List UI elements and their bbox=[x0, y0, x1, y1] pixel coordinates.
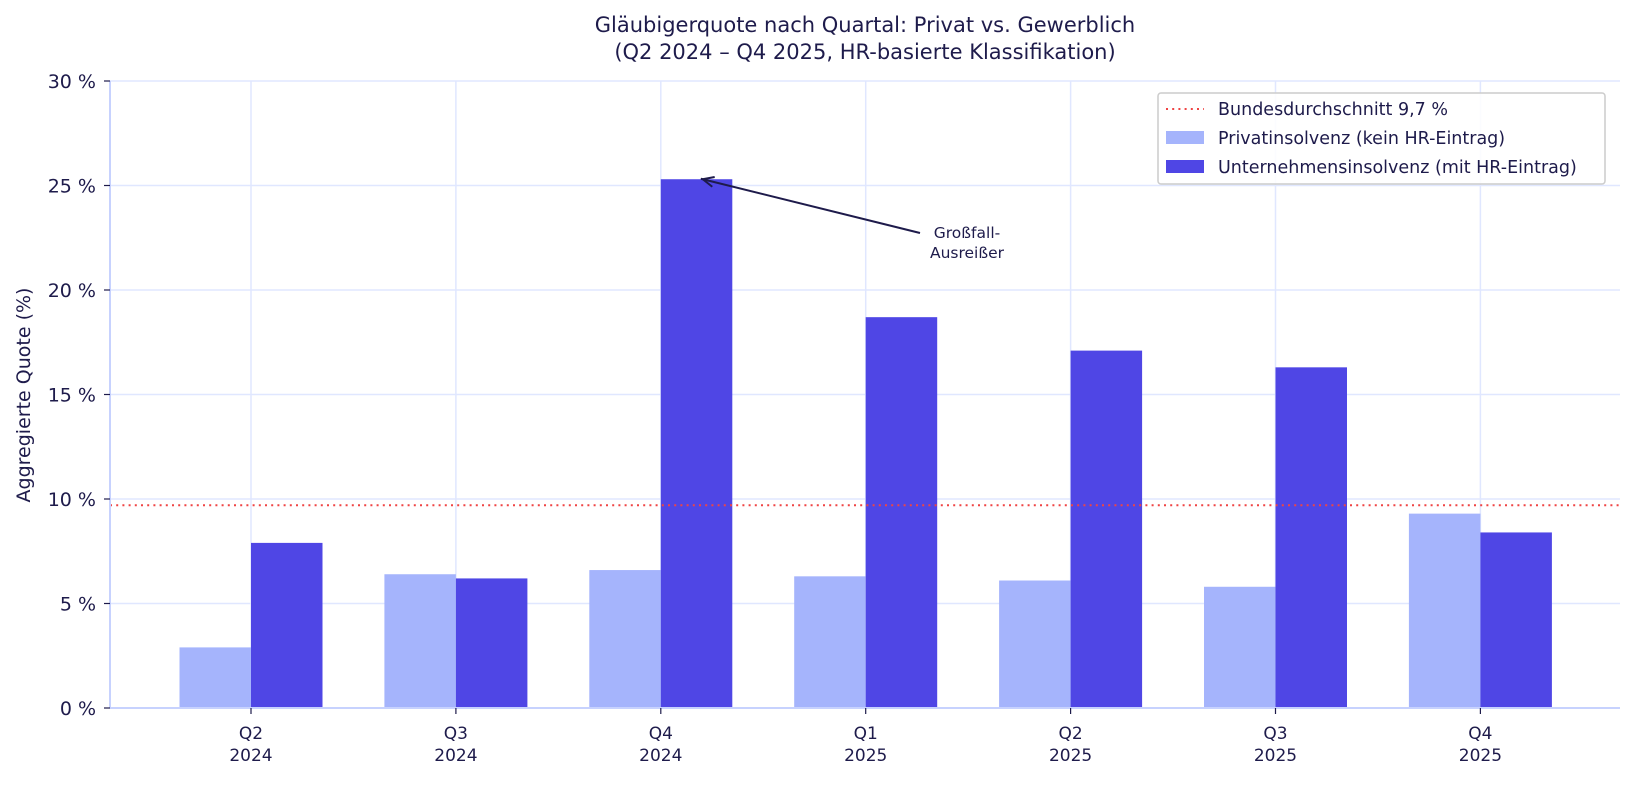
bars bbox=[179, 179, 1552, 709]
y-tick-label: 30 % bbox=[48, 71, 96, 93]
x-tick-label-year: 2025 bbox=[1049, 746, 1092, 766]
legend-swatch-icon bbox=[1166, 160, 1204, 173]
y-tick-label: 10 % bbox=[48, 489, 96, 511]
legend-label-series: Unternehmensinsolvenz (mit HR-Eintrag) bbox=[1218, 158, 1577, 178]
bar-privatinsolvenz bbox=[1408, 513, 1481, 708]
legend: Bundesdurchschnitt 9,7 % Privatinsolvenz … bbox=[1157, 92, 1606, 185]
annotation-text: Großfall- bbox=[934, 224, 1000, 242]
chart-subtitle: (Q2 2024 – Q4 2025, HR-basierte Klassifi… bbox=[614, 40, 1115, 64]
chart-title: Gläubigerquote nach Quartal: Privat vs. … bbox=[595, 13, 1135, 64]
bar-privatinsolvenz bbox=[999, 580, 1071, 708]
bar-privatinsolvenz bbox=[1204, 586, 1276, 708]
bar-unternehmensinsolvenz bbox=[1480, 532, 1552, 708]
y-tick-label: 20 % bbox=[48, 280, 96, 302]
x-tick-label-year: 2024 bbox=[639, 746, 682, 766]
chart-title-line-1: Gläubigerquote nach Quartal: Privat vs. … bbox=[595, 13, 1135, 37]
x-tick-label-quarter: Q1 bbox=[854, 724, 878, 744]
x-tick-label-quarter: Q4 bbox=[649, 724, 673, 744]
x-tick-label-quarter: Q2 bbox=[239, 724, 263, 744]
x-tick-label-year: 2025 bbox=[1459, 746, 1502, 766]
bar-unternehmensinsolvenz bbox=[660, 179, 733, 709]
annotation-text: Ausreißer bbox=[930, 244, 1005, 262]
x-tick-label-year: 2025 bbox=[844, 746, 887, 766]
bar-unternehmensinsolvenz bbox=[455, 578, 528, 708]
y-tick-label: 0 % bbox=[60, 698, 96, 720]
y-axis-label: Aggregierte Quote (%) bbox=[13, 288, 35, 503]
legend-swatch-icon bbox=[1166, 131, 1204, 144]
bar-privatinsolvenz bbox=[589, 570, 661, 708]
x-tick-label-year: 2025 bbox=[1254, 746, 1297, 766]
x-tick-label-quarter: Q3 bbox=[444, 724, 468, 744]
annotation-arrow bbox=[700, 177, 921, 234]
bar-unternehmensinsolvenz bbox=[1275, 367, 1347, 708]
bar-unternehmensinsolvenz bbox=[1070, 350, 1143, 708]
x-tick-label-year: 2024 bbox=[434, 746, 477, 766]
x-tick-label-quarter: Q3 bbox=[1263, 724, 1287, 744]
x-tick-label-quarter: Q2 bbox=[1058, 724, 1082, 744]
y-tick-label: 15 % bbox=[48, 385, 96, 407]
legend-label-series: Privatinsolvenz (kein HR-Eintrag) bbox=[1218, 129, 1505, 149]
outlier-annotation: Großfall- Ausreißer bbox=[700, 176, 1005, 262]
x-tick-label-quarter: Q4 bbox=[1468, 724, 1492, 744]
legend-box bbox=[1157, 92, 1606, 185]
axes: 0 %5 %10 %15 %20 %25 %30 %Q22024Q32024Q4… bbox=[48, 71, 1620, 766]
bar-unternehmensinsolvenz bbox=[865, 317, 938, 708]
y-tick-label: 5 % bbox=[60, 594, 96, 616]
x-tick-label-year: 2024 bbox=[229, 746, 272, 766]
y-tick-label: 25 % bbox=[48, 176, 96, 198]
bar-privatinsolvenz bbox=[179, 647, 251, 708]
legend-label-reference: Bundesdurchschnitt 9,7 % bbox=[1218, 100, 1448, 120]
bar-privatinsolvenz bbox=[384, 574, 456, 708]
bar-privatinsolvenz bbox=[794, 576, 866, 708]
arrow-head-icon bbox=[700, 176, 715, 188]
bar-unternehmensinsolvenz bbox=[251, 542, 323, 708]
